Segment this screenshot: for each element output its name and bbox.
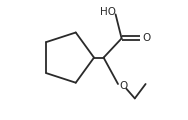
Text: O: O <box>119 81 127 91</box>
Text: HO: HO <box>100 7 116 17</box>
Text: O: O <box>142 33 150 43</box>
